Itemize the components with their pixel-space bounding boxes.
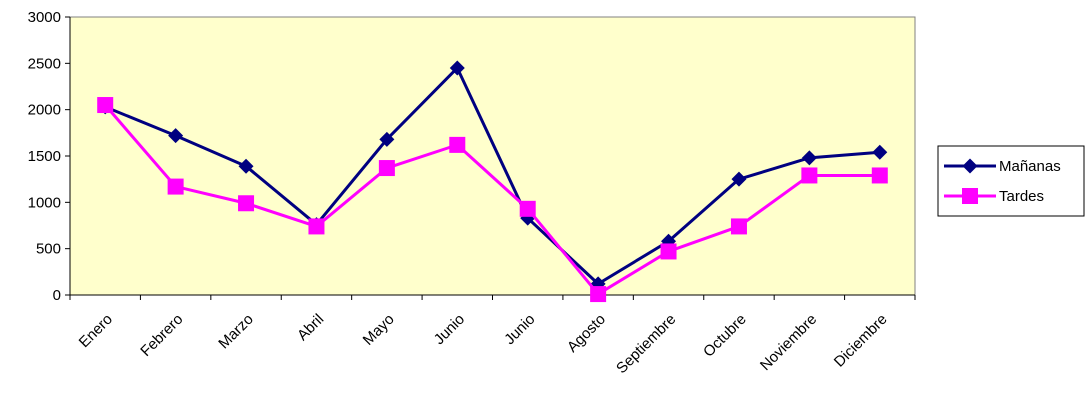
legend-label: Mañanas [999, 158, 1061, 175]
y-tick-label: 2500 [28, 55, 61, 72]
y-tick-label: 1000 [28, 194, 61, 211]
x-tick-label: Abril [294, 311, 327, 344]
x-tick-label: Octubre [700, 311, 750, 361]
series-tardes [97, 97, 888, 303]
y-tick-label: 0 [53, 287, 61, 304]
x-tick-label: Junio [431, 311, 468, 348]
x-tick-label: Marzo [215, 311, 256, 352]
x-tick-label: Diciembre [831, 311, 891, 371]
y-tick-label: 3000 [28, 9, 61, 26]
data-point [238, 158, 254, 174]
series-line [104, 66, 880, 286]
data-point [308, 218, 325, 235]
data-point [449, 136, 466, 153]
y-tick-label: 500 [36, 241, 61, 258]
data-point [590, 286, 607, 303]
x-tick-label: Enero [76, 311, 116, 351]
data-point [238, 195, 255, 212]
data-point [519, 200, 536, 217]
data-point [449, 60, 465, 76]
x-tick-label: Mayo [360, 311, 398, 349]
data-point [379, 131, 395, 147]
series-line [104, 104, 880, 296]
x-tick-label: Junio [501, 311, 538, 348]
y-axis-ticks: 0 500 1000 1500 2000 2500 3000 [28, 9, 70, 304]
data-point [167, 178, 184, 195]
data-point [801, 150, 817, 166]
x-axis-ticks: Enero Febrero Marzo Abril Mayo Junio Junio Agos… [69, 295, 916, 377]
data-point [730, 218, 747, 235]
x-tick-label: Febrero [137, 311, 186, 360]
y-tick-label: 1500 [28, 148, 61, 165]
data-point [731, 171, 747, 187]
y-tick-label: 2000 [28, 102, 61, 119]
series-group [97, 60, 888, 303]
legend-box [937, 145, 1085, 217]
legend-label: Tardes [999, 188, 1044, 205]
legend-marker [962, 158, 978, 174]
legend-item: Mañanas [944, 158, 1061, 175]
data-point [801, 167, 818, 184]
x-tick-label: Noviembre [757, 311, 820, 374]
data-point [871, 167, 888, 184]
plot-area [69, 16, 916, 296]
legend-marker [962, 188, 978, 204]
data-point [168, 128, 184, 144]
data-point [872, 144, 888, 160]
legend: Mañanas Tardes [937, 145, 1085, 217]
data-point [660, 243, 677, 260]
x-tick-label: Septiembre [613, 311, 679, 377]
data-point [378, 160, 395, 177]
legend-item: Tardes [944, 188, 1044, 205]
x-tick-label: Agosto [564, 311, 609, 356]
data-point [97, 97, 114, 114]
